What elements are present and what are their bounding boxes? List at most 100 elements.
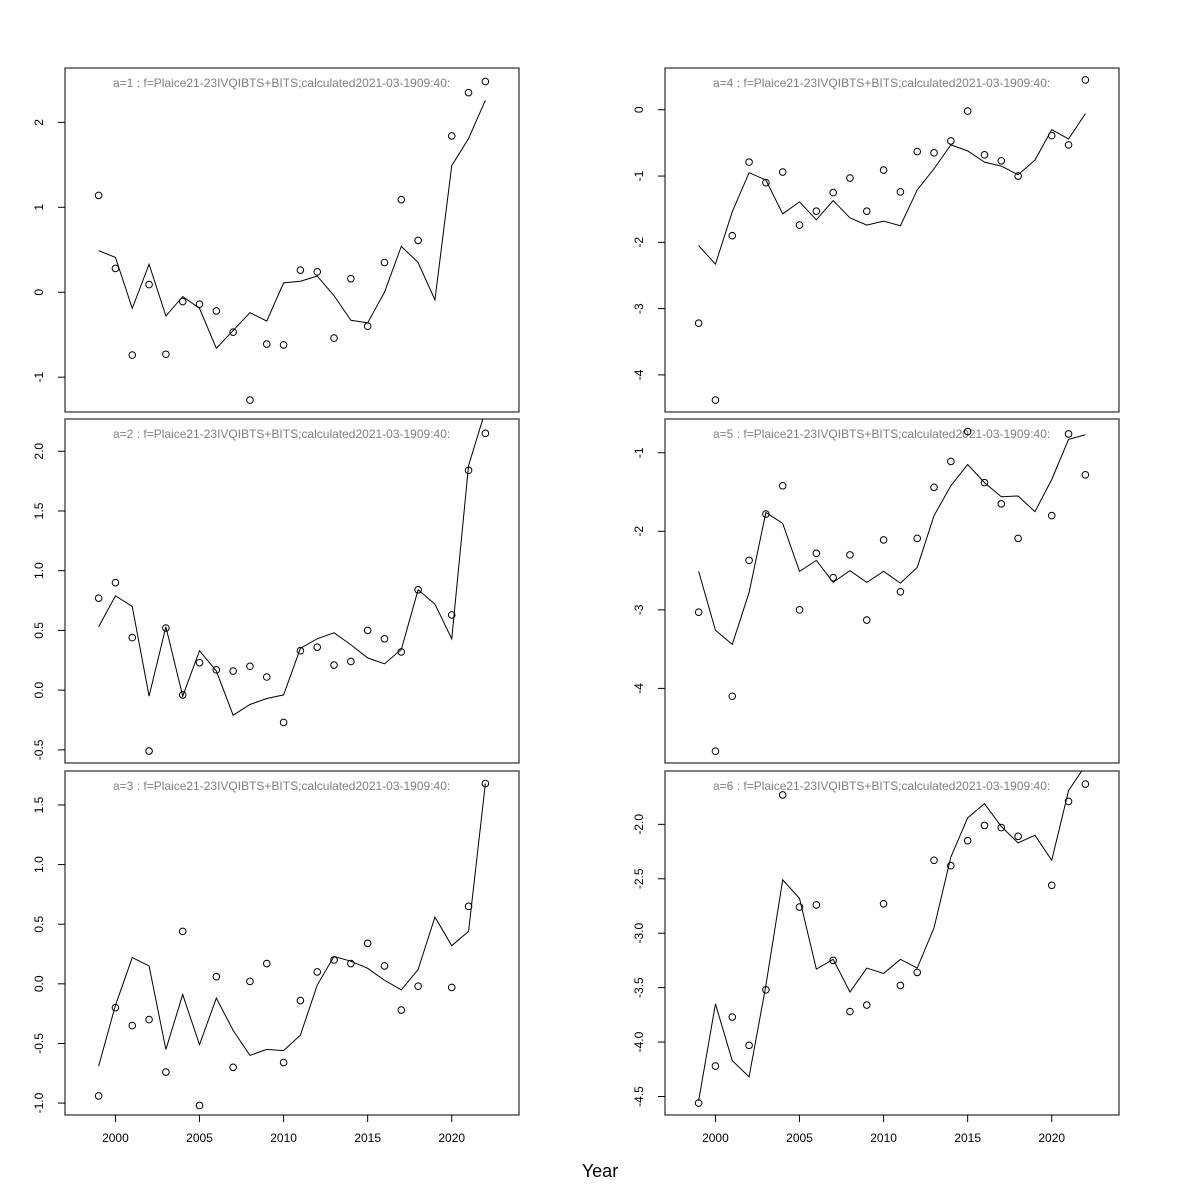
data-point [330,661,338,669]
data-point [846,174,854,182]
data-point [162,350,170,359]
data-point [1081,780,1090,788]
data-point [296,266,305,274]
x-tick-label: 2020 [438,1131,465,1145]
data-point [728,231,737,240]
data-point [296,996,305,1005]
data-point [212,972,221,981]
data-point [397,1006,406,1014]
data-point [195,1101,204,1110]
data-point [879,536,888,544]
y-tick-label: 1 [32,204,46,211]
data-point [896,188,905,196]
y-tick-label: -1 [632,170,646,181]
panel-title: a=2 : f=Plaice21-23IVQIBTS+BITS;calculat… [113,427,450,441]
x-tick-label: 2005 [786,1131,813,1145]
data-point [347,274,355,283]
data-point [778,168,787,176]
data-point [481,429,490,438]
data-point [145,747,153,755]
plot-area [694,771,1090,1107]
data-point [745,158,753,166]
data-point [279,718,288,727]
data-point [397,195,406,204]
data-point [728,1013,737,1021]
panel: a=6 : f=Plaice21-23IVQIBTS+BITS;calculat… [632,770,1120,1145]
panel-title: a=5 : f=Plaice21-23IVQIBTS+BITS;calculat… [713,427,1050,441]
data-point [1081,470,1090,479]
y-tick-label: -4.0 [632,1031,646,1052]
data-point [229,667,237,675]
data-point [363,626,372,635]
data-point [447,983,456,992]
data-point [262,340,271,348]
data-point [195,300,204,308]
data-point [246,396,254,404]
data-point [128,1021,137,1030]
data-point [229,328,237,336]
data-point [1014,832,1022,841]
data-point [930,856,938,865]
data-point [1064,430,1073,438]
data-point [913,968,922,977]
data-point [447,132,456,140]
data-point [1047,881,1056,890]
data-point [1064,797,1073,806]
x-axis-label: Year [582,1161,618,1181]
data-point [229,1063,237,1072]
x-tick-label: 2005 [186,1131,213,1145]
data-point [347,657,355,666]
data-point [380,962,389,970]
data-point [812,901,821,909]
data-point [694,319,703,327]
data-point [145,1015,153,1024]
data-point [145,280,153,289]
data-point [94,191,103,200]
y-tick-label: -4.5 [632,1086,646,1107]
data-point [947,137,955,145]
data-point [930,149,938,157]
data-point [447,611,456,619]
y-tick-label: 2 [32,119,46,126]
data-point [363,939,372,948]
data-point [862,1001,871,1009]
data-point [279,1058,288,1067]
data-point [862,616,871,624]
data-point [162,1068,170,1076]
data-point [745,1041,753,1050]
data-point [963,427,972,436]
data-point [862,207,871,215]
panel: a=5 : f=Plaice21-23IVQIBTS+BITS;calculat… [632,418,1120,764]
data-point [980,478,989,487]
data-point [296,646,305,655]
data-point [711,396,720,404]
data-point [128,351,137,359]
panel-title: a=4 : f=Plaice21-23IVQIBTS+BITS;calculat… [713,76,1050,90]
data-point [262,959,271,968]
plot-area [94,779,490,1110]
data-point [896,587,905,596]
data-point [414,982,422,991]
fitted-line [98,419,484,716]
y-tick-label: -2.5 [632,868,646,889]
x-tick-label: 2015 [954,1131,981,1145]
data-point [111,578,120,587]
y-tick-label: -0.5 [32,739,46,760]
data-point [178,297,187,306]
y-tick-label: 0.5 [32,916,46,933]
data-point [1014,534,1022,543]
data-point [380,634,389,643]
fitted-line [98,783,486,1067]
plot-area [94,77,490,404]
data-point [778,791,787,799]
panel-title: a=6 : f=Plaice21-23IVQIBTS+BITS;calculat… [713,779,1050,793]
data-point [464,88,473,97]
data-point [1047,511,1056,520]
fitted-line [98,100,486,350]
data-point [347,959,355,968]
data-point [128,633,137,642]
y-tick-label: -3 [632,303,646,314]
data-point [879,900,888,908]
plot-area [694,427,1090,756]
